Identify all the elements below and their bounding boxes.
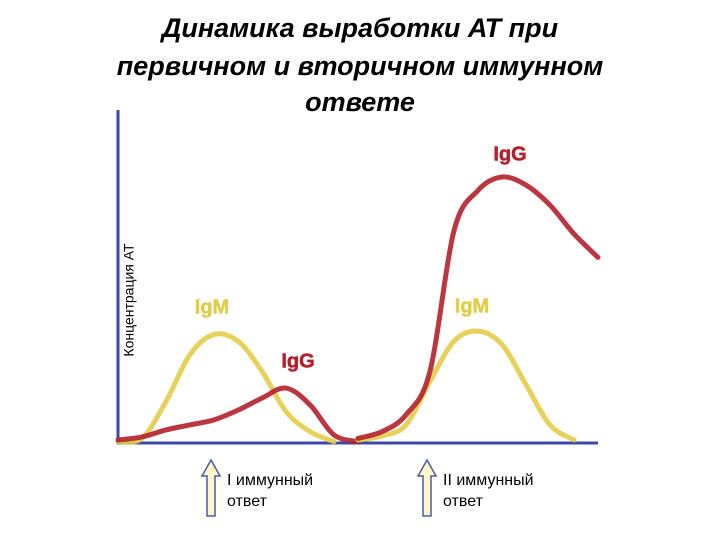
series-line <box>355 328 577 443</box>
series-label: IgM <box>195 297 229 319</box>
series-label: IgG <box>281 350 314 372</box>
annotation-text: II иммунный <box>443 472 534 489</box>
annotation-text: I иммунный <box>227 472 313 489</box>
arrow <box>200 458 222 517</box>
title-line: Динамика выработки АТ при <box>160 13 559 43</box>
series-label: IgG <box>493 143 526 165</box>
annotation-text: ответ <box>227 493 268 510</box>
series-line <box>355 174 601 441</box>
y-axis-label: Концентрация АТ <box>121 243 137 357</box>
series-line <box>115 385 361 445</box>
arrow <box>416 458 438 517</box>
series-line <box>115 331 337 445</box>
series-label: IgM <box>455 295 489 317</box>
annotation-text: ответ <box>443 493 484 510</box>
title-line: ответе <box>305 87 415 117</box>
title-line: первичном и вторичном иммунном <box>117 51 603 81</box>
